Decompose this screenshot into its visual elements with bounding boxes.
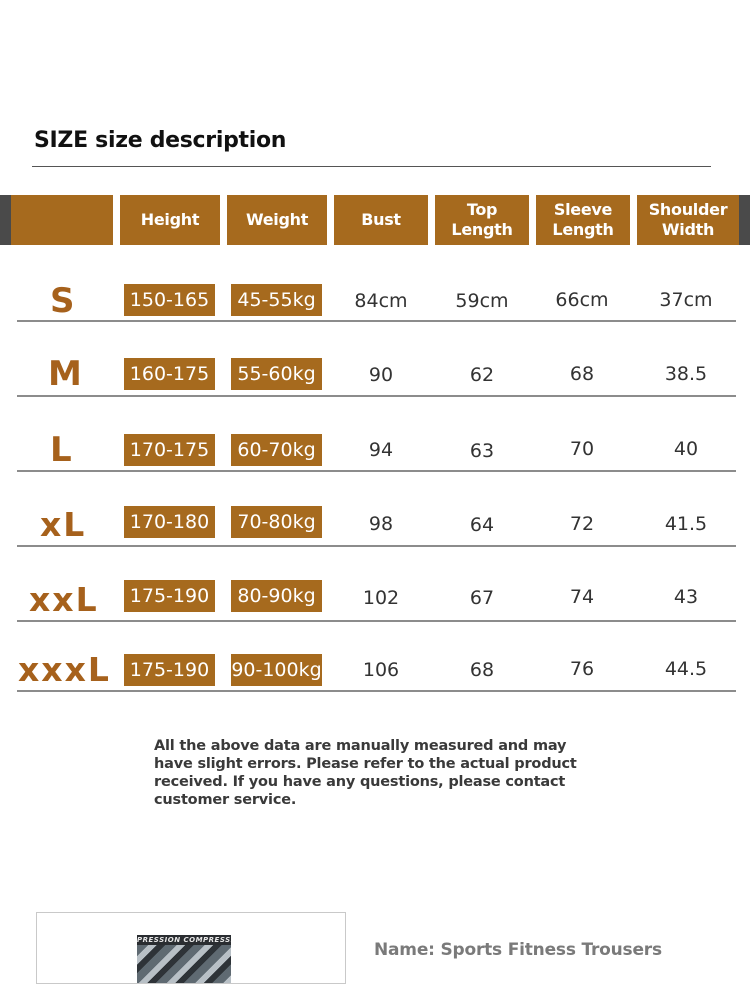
top-length-value: 67 <box>469 587 495 609</box>
header-height: Height <box>120 195 220 245</box>
sleeve-value: 66cm <box>555 289 609 311</box>
sleeve-value: 74 <box>569 586 595 608</box>
header-sleeve-length: Sleeve Length <box>536 195 630 245</box>
row-divider <box>17 545 736 547</box>
bust-value: 102 <box>362 587 400 609</box>
shoulder-value: 37cm <box>659 289 713 311</box>
height-value: 170-175 <box>124 434 215 466</box>
sleeve-value: 68 <box>569 363 595 385</box>
size-label: S <box>50 281 77 321</box>
weight-value: 90-100kg <box>231 654 322 686</box>
top-length-value: 62 <box>469 364 495 386</box>
shoulder-value: 43 <box>673 586 699 608</box>
height-value: 170-180 <box>124 506 215 538</box>
shoulder-value: 41.5 <box>664 513 708 535</box>
bust-value: 98 <box>368 513 394 535</box>
size-label: M <box>48 354 84 394</box>
top-length-value: 64 <box>469 514 495 536</box>
bust-value: 90 <box>368 364 394 386</box>
header-bust: Bust <box>334 195 428 245</box>
size-label: L <box>50 430 74 470</box>
bust-value: 94 <box>368 439 394 461</box>
weight-value: 55-60kg <box>231 358 322 390</box>
height-value: 175-190 <box>124 654 215 686</box>
row-divider <box>17 690 736 692</box>
height-value: 150-165 <box>124 284 215 316</box>
bust-value: 106 <box>362 659 400 681</box>
product-name: Name: Sports Fitness Trousers <box>374 940 662 960</box>
row-divider <box>17 620 736 622</box>
weight-value: 70-80kg <box>231 506 322 538</box>
header-shoulder-width: Shoulder Width <box>637 195 739 245</box>
size-label: xL <box>40 505 87 544</box>
sleeve-value: 76 <box>569 658 595 680</box>
weight-value: 60-70kg <box>231 434 322 466</box>
bust-value: 84cm <box>354 290 408 312</box>
measurement-note: All the above data are manually measured… <box>154 738 577 808</box>
size-label: xxL <box>29 580 99 619</box>
height-value: 175-190 <box>124 580 215 612</box>
product-image-frame: PRESSION COMPRESSI <box>36 912 346 984</box>
row-divider <box>17 470 736 472</box>
row-divider <box>17 395 736 397</box>
shoulder-value: 38.5 <box>664 363 708 385</box>
size-label: xxxL <box>18 650 111 689</box>
top-length-value: 63 <box>469 440 495 462</box>
product-image-text: PRESSION COMPRESSI <box>137 936 231 944</box>
header-top-length: Top Length <box>435 195 529 245</box>
sleeve-value: 70 <box>569 438 595 460</box>
header-band-left <box>0 195 11 245</box>
top-length-value: 68 <box>469 659 495 681</box>
header-band-right <box>739 195 750 245</box>
height-value: 160-175 <box>124 358 215 390</box>
row-divider <box>17 320 736 322</box>
weight-value: 80-90kg <box>231 580 322 612</box>
page-title: SIZE size description <box>34 128 287 153</box>
sleeve-value: 72 <box>569 513 595 535</box>
shoulder-value: 44.5 <box>664 658 708 680</box>
header-weight: Weight <box>227 195 327 245</box>
header-size <box>11 195 113 245</box>
title-divider <box>32 166 711 167</box>
weight-value: 45-55kg <box>231 284 322 316</box>
top-length-value: 59cm <box>455 290 509 312</box>
shoulder-value: 40 <box>673 438 699 460</box>
